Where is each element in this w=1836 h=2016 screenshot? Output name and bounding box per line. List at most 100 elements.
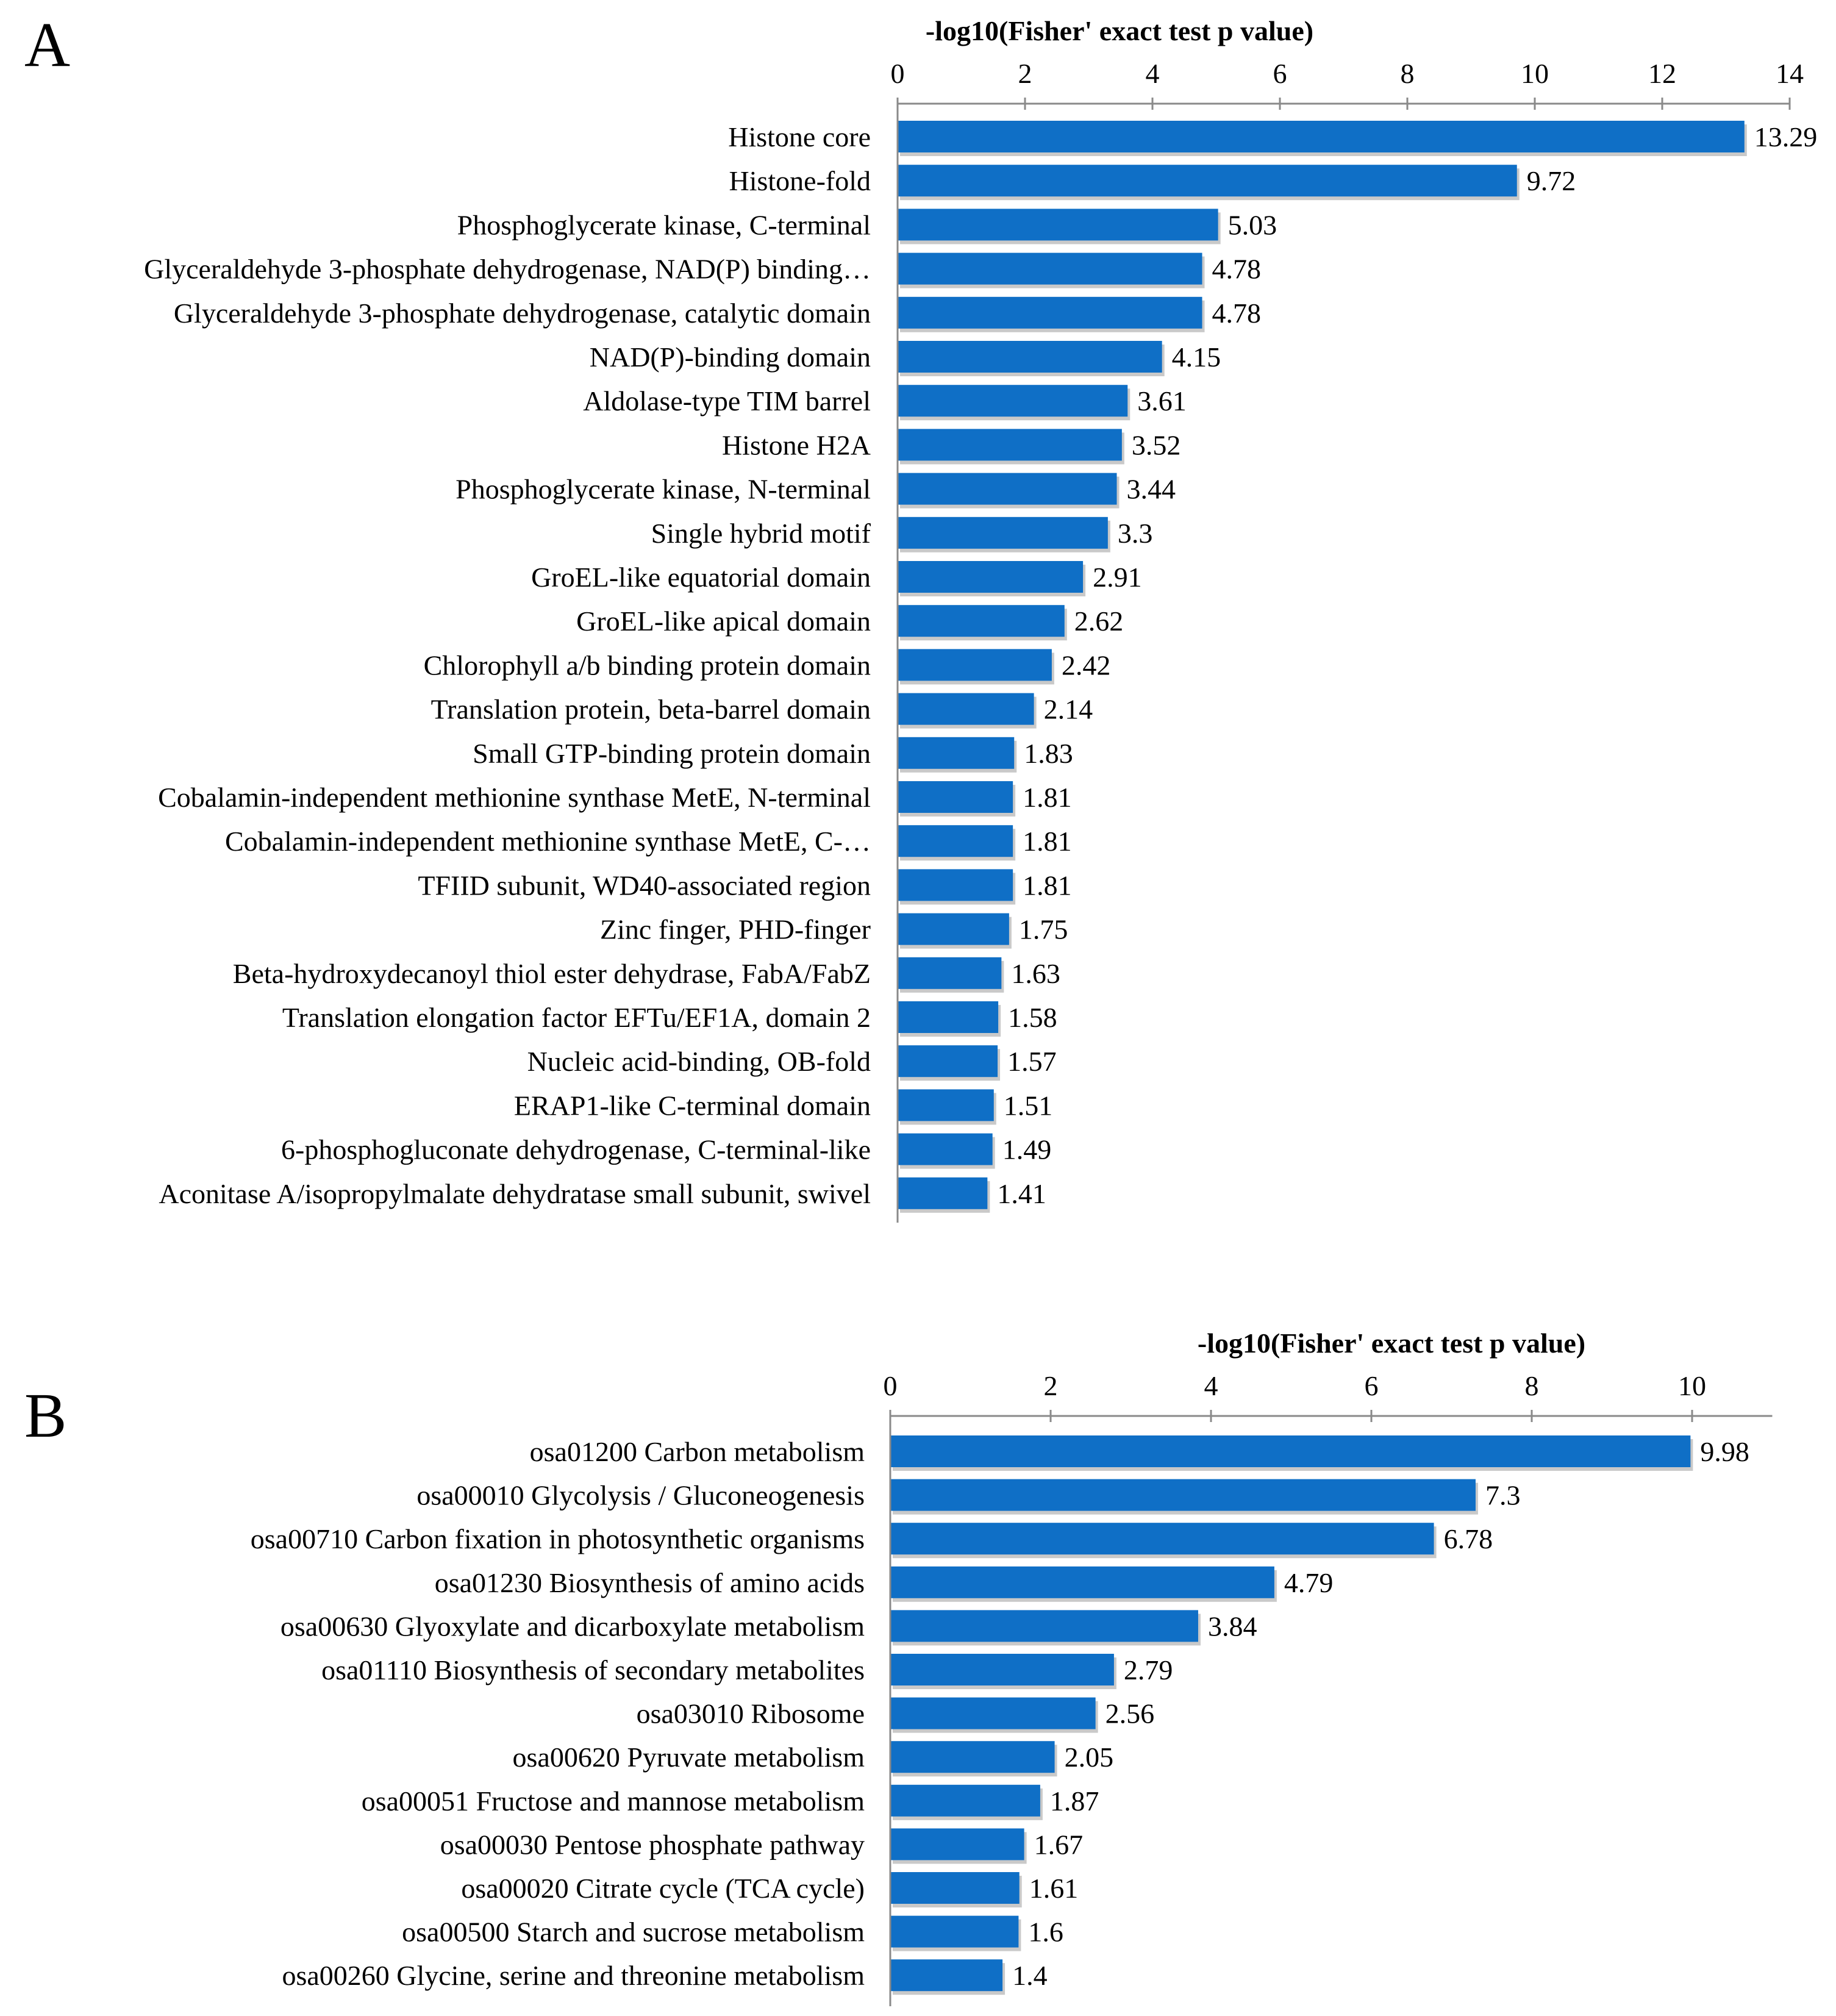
panel-a-bar	[898, 429, 1122, 461]
panel-a-bar	[898, 165, 1517, 197]
panel-b-value-label: 2.05	[1065, 1742, 1114, 1773]
panel-a-category-label: Aldolase-type TIM barrel	[583, 385, 871, 416]
panel-a-bar	[898, 869, 1013, 901]
panel-a-value-label: 1.41	[997, 1178, 1046, 1209]
panel-a-letter: A	[24, 10, 70, 80]
panel-a-bar	[898, 1045, 998, 1078]
panel-a-bar	[898, 1177, 988, 1209]
panel-a-value-label: 3.61	[1137, 385, 1187, 416]
panel-a-bar	[898, 341, 1162, 373]
panel-a-value-label: 3.52	[1132, 429, 1181, 460]
panel-a-value-label: 4.78	[1212, 254, 1262, 285]
panel-a-x-tick-label: 14	[1776, 58, 1804, 89]
panel-b-x-tick-label: 8	[1525, 1370, 1539, 1401]
panel-a-category-label: Beta-hydroxydecanoyl thiol ester dehydra…	[233, 958, 871, 989]
panel-a-category-label: Translation elongation factor EFTu/EF1A,…	[282, 1002, 871, 1033]
panel-b: B -log10(Fisher' exact test p value) 0 2 4…	[24, 1328, 1773, 2006]
panel-b-category-label: osa00630 Glyoxylate and dicarboxylate me…	[280, 1610, 865, 1642]
panel-b-bar	[890, 1915, 1019, 1948]
panel-a-x-tick-label: 8	[1401, 58, 1415, 89]
panel-a-value-label: 1.51	[1004, 1090, 1053, 1121]
panel-b-category-label: osa01230 Biosynthesis of amino acids	[435, 1567, 865, 1598]
panel-a-category-label: Phosphoglycerate kinase, C-terminal	[457, 209, 871, 240]
panel-b-category-label: osa00010 Glycolysis / Gluconeogenesis	[416, 1480, 865, 1511]
panel-b-bar	[890, 1523, 1434, 1555]
panel-a-value-label: 4.15	[1172, 341, 1221, 373]
panel-a-bar	[898, 649, 1052, 681]
panel-a-bar	[898, 913, 1009, 945]
panel-a-x-tick-label: 12	[1648, 58, 1676, 89]
panel-a-x-tick-label: 4	[1146, 58, 1160, 89]
panel-b-value-label: 4.79	[1284, 1567, 1334, 1598]
panel-a-bar	[898, 121, 1745, 152]
panel-a-value-label: 13.29	[1754, 121, 1818, 152]
panel-a-bar	[898, 957, 1002, 989]
panel-a-category-label: Histone core	[728, 121, 871, 152]
panel-b-category-label: osa00020 Citrate cycle (TCA cycle)	[461, 1873, 865, 1904]
panel-b-value-label: 1.67	[1034, 1829, 1084, 1860]
panel-a-bar	[898, 693, 1034, 725]
panel-a-bar	[898, 561, 1084, 593]
panel-a-category-label: TFIID subunit, WD40-associated region	[418, 870, 871, 901]
panel-b-bar-group: osa01200 Carbon metabolism 9.98 osa00010 G…	[251, 1435, 1749, 1995]
panel-a-category-label: Zinc finger, PHD-finger	[600, 914, 871, 945]
panel-b-bar	[890, 1784, 1040, 1817]
panel-b-bar	[890, 1566, 1274, 1598]
panel-b-x-tick-label: 2	[1044, 1370, 1058, 1401]
panel-b-value-label: 7.3	[1485, 1480, 1521, 1511]
panel-b-value-label: 9.98	[1700, 1436, 1749, 1467]
panel-b-x-tick-label: 0	[884, 1370, 898, 1401]
panel-a-category-label: Translation protein, beta-barrel domain	[431, 694, 871, 725]
panel-a-category-label: Small GTP-binding protein domain	[473, 738, 871, 769]
panel-b-bar	[890, 1697, 1096, 1729]
panel-a-value-label: 1.49	[1002, 1134, 1052, 1165]
panel-a-x-tick-label: 0	[891, 58, 905, 89]
panel-a-value-label: 1.81	[1023, 870, 1072, 901]
panel-a-bar	[898, 825, 1013, 857]
panel-a-category-label: Histone H2A	[722, 429, 871, 460]
panel-a-category-label: ERAP1-like C-terminal domain	[514, 1090, 871, 1121]
panel-b-bar	[890, 1654, 1114, 1685]
panel-a-value-label: 1.57	[1007, 1046, 1057, 1077]
panel-b-value-label: 1.4	[1012, 1960, 1048, 1991]
panel-b-value-label: 2.79	[1124, 1654, 1173, 1685]
panel-a-value-label: 1.81	[1023, 826, 1072, 857]
panel-a-bar	[898, 1001, 999, 1033]
panel-b-value-label: 2.56	[1106, 1698, 1155, 1729]
panel-b-bar	[890, 1828, 1024, 1861]
panel-a-x-tick-label: 2	[1018, 58, 1032, 89]
panel-a-value-label: 1.75	[1019, 914, 1068, 945]
panel-a-category-label: Cobalamin-independent methionine synthas…	[158, 782, 871, 813]
panel-b-tick-group: 0 2 4 6 8 10	[884, 1370, 1706, 1422]
panel-b-category-label: osa00260 Glycine, serine and threonine m…	[282, 1960, 865, 1991]
panel-a-bar	[898, 1133, 993, 1165]
panel-b-category-label: osa01110 Biosynthesis of secondary metab…	[321, 1654, 865, 1685]
panel-a-category-label: Nucleic acid-binding, OB-fold	[527, 1046, 871, 1077]
panel-a-value-label: 2.14	[1044, 694, 1093, 725]
panel-a: A -log10(Fisher' exact test p value) 0 2 4…	[24, 10, 1817, 1223]
panel-a-value-label: 1.63	[1011, 958, 1060, 989]
panel-a-value-label: 2.62	[1074, 606, 1124, 637]
panel-a-category-label: Glyceraldehyde 3-phosphate dehydrogenase…	[174, 298, 871, 329]
panel-a-category-label: Histone-fold	[729, 165, 871, 196]
panel-a-category-label: Chlorophyll a/b binding protein domain	[424, 649, 871, 681]
panel-a-value-label: 1.83	[1024, 738, 1073, 769]
panel-a-bar	[898, 473, 1117, 505]
panel-a-bar	[898, 605, 1065, 637]
panel-a-bar	[898, 517, 1108, 549]
panel-a-category-label: Cobalamin-independent methionine synthas…	[225, 826, 871, 857]
panel-a-value-label: 2.91	[1093, 562, 1142, 593]
panel-b-category-label: osa00051 Fructose and mannose metabolism	[362, 1785, 865, 1817]
panel-a-category-label: Phosphoglycerate kinase, N-terminal	[455, 474, 871, 505]
panel-b-bar	[890, 1959, 1003, 1992]
panel-b-bar	[890, 1435, 1691, 1467]
panel-a-bar	[898, 252, 1202, 285]
panel-a-category-label: 6-phosphogluconate dehydrogenase, C-term…	[281, 1134, 871, 1165]
panel-a-value-label: 3.44	[1126, 474, 1176, 505]
panel-b-category-label: osa00710 Carbon fixation in photosynthet…	[251, 1523, 865, 1554]
panel-a-tick-group: 0 2 4 6 8 10 12 14	[891, 58, 1804, 110]
panel-b-bar	[890, 1479, 1476, 1511]
panel-b-category-label: osa01200 Carbon metabolism	[530, 1436, 865, 1467]
panel-a-bar	[898, 1089, 994, 1121]
